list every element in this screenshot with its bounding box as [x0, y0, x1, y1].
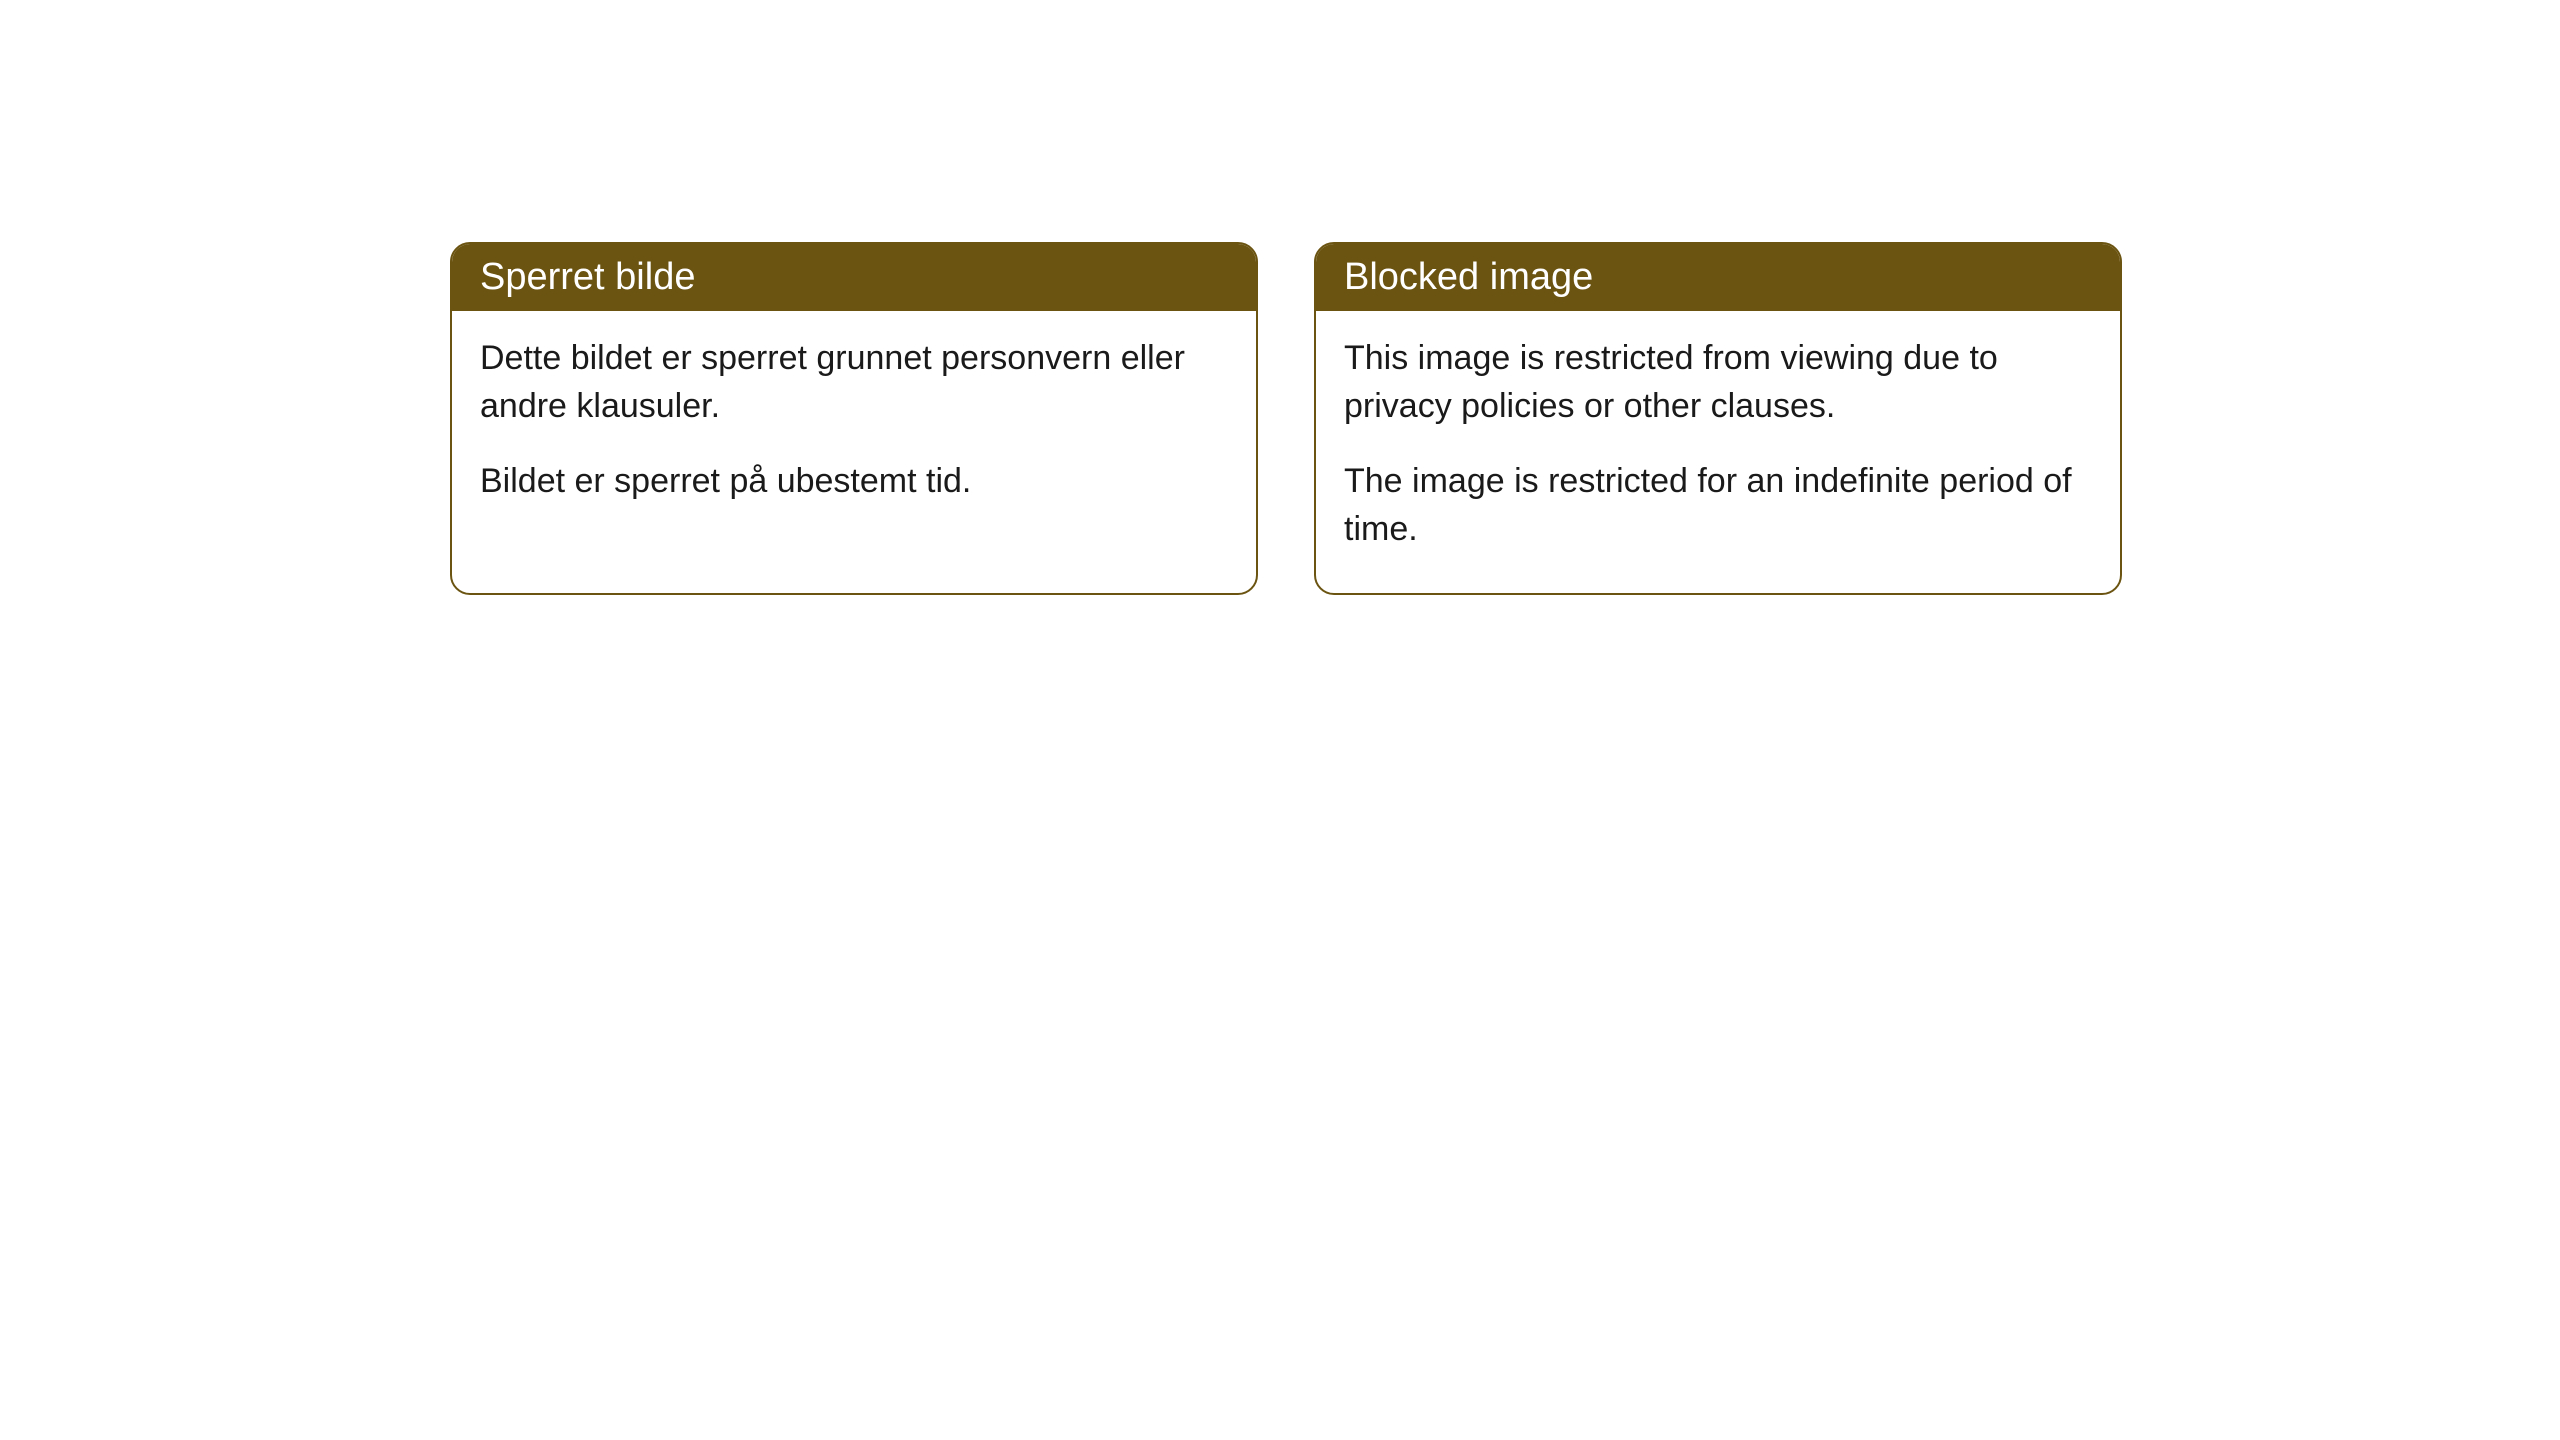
card-header-english: Blocked image	[1316, 244, 2120, 311]
card-paragraph-1: Dette bildet er sperret grunnet personve…	[480, 335, 1228, 430]
card-title: Blocked image	[1344, 256, 1593, 298]
card-title: Sperret bilde	[480, 256, 695, 298]
card-paragraph-2: The image is restricted for an indefinit…	[1344, 458, 2092, 553]
blocked-image-card-english: Blocked image This image is restricted f…	[1314, 242, 2122, 595]
blocked-image-card-norwegian: Sperret bilde Dette bildet er sperret gr…	[450, 242, 1258, 595]
notice-cards-container: Sperret bilde Dette bildet er sperret gr…	[450, 242, 2122, 595]
card-paragraph-1: This image is restricted from viewing du…	[1344, 335, 2092, 430]
card-body-english: This image is restricted from viewing du…	[1316, 311, 2120, 593]
card-header-norwegian: Sperret bilde	[452, 244, 1256, 311]
card-paragraph-2: Bildet er sperret på ubestemt tid.	[480, 458, 1228, 506]
card-body-norwegian: Dette bildet er sperret grunnet personve…	[452, 311, 1256, 546]
